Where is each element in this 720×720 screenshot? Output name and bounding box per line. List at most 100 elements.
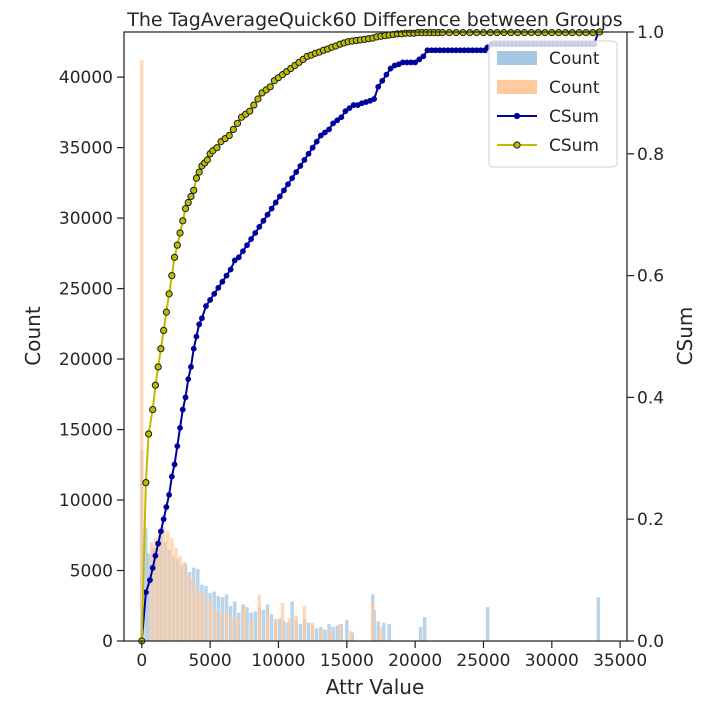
csum-point-2-3: [149, 405, 157, 414]
bar-2-6: [170, 538, 174, 641]
csum-point-1-13: [177, 424, 183, 431]
x-axis-label: Attr Value: [326, 675, 425, 699]
csum-point-1-57: [346, 105, 353, 112]
csum-point-2-36: [254, 95, 262, 103]
csum-point-1-4: [152, 552, 159, 559]
csum-point-1-19: [193, 333, 200, 340]
bar-1-37: [290, 601, 294, 641]
x-tick-label: 35000: [593, 651, 647, 671]
csum-point-1-2: [147, 577, 153, 583]
legend-swatch-marker: [513, 112, 521, 120]
bar-2-15: [208, 600, 212, 641]
bar-1-48: [335, 625, 339, 641]
csum-point-2-15: [181, 205, 190, 213]
csum-point-2-29: [225, 131, 233, 140]
csum-point-1-26: [219, 278, 226, 285]
y-left-tick-label: 35000: [59, 139, 113, 159]
csum-point-1-36: [260, 217, 267, 224]
plot-frame: [123, 31, 628, 642]
csum-point-2-5: [154, 363, 162, 371]
bar-2-11: [190, 580, 195, 641]
bar-1-2: [146, 553, 151, 641]
bar-2-24: [265, 612, 270, 641]
csum-point-1-55: [338, 114, 345, 121]
bar-2-25: [273, 618, 278, 641]
csum-point-1-65: [379, 77, 386, 84]
csum-point-2-6: [157, 345, 165, 353]
csum-point-1-9: [166, 491, 173, 498]
csum-point-2-34: [246, 107, 254, 115]
csum-point-1-7: [160, 516, 167, 523]
csum-point-1-12: [174, 443, 181, 450]
y-right-tick-label: 0.6: [637, 267, 664, 287]
legend-box: [488, 40, 618, 168]
csum-point-1-64: [375, 83, 382, 90]
y-left-tick-label: 10000: [59, 491, 113, 511]
y-left-tick-label: 25000: [59, 280, 113, 300]
y-left-tick-label: 15000: [59, 421, 113, 441]
csum-point-1-73: [412, 59, 419, 66]
csum-point-2-16: [184, 198, 192, 207]
bar-2-22: [249, 621, 253, 641]
csum-point-1-37: [264, 211, 271, 218]
csum-point-1-49: [313, 138, 320, 145]
bar-1-32: [269, 614, 274, 641]
bar-2-34: [349, 631, 353, 641]
csum-point-1-16: [185, 376, 192, 383]
bar-2-32: [328, 632, 333, 641]
bar-2-16: [213, 609, 218, 641]
bar-1-55: [381, 622, 386, 641]
legend-label: CSum: [549, 136, 599, 156]
bar-2-0: [140, 60, 144, 641]
legend-swatch-bar: [497, 80, 537, 94]
bar-2-2: [153, 538, 158, 641]
bar-2-30: [310, 622, 315, 641]
csum-point-1-15: [182, 394, 189, 401]
bar-2-26: [280, 602, 285, 641]
bar-2-23: [257, 594, 262, 641]
bar-2-17: [219, 612, 223, 641]
csum-point-2-13: [176, 229, 184, 237]
bar-2-5: [166, 531, 170, 641]
bar-2-13: [198, 591, 203, 641]
csum-point-1-31: [240, 248, 246, 255]
csum-point-1-44: [293, 169, 300, 175]
csum-point-1-23: [207, 297, 214, 303]
csum-point-1-46: [301, 156, 308, 163]
legend: Count Count CSum CSum: [488, 40, 618, 168]
chart-title: The TagAverageQuick60 Difference between…: [126, 9, 622, 31]
bar-1-34: [278, 618, 282, 641]
x-tick-label: 30000: [525, 651, 579, 671]
csum-point-2-20: [195, 168, 203, 176]
csum-point-1-63: [371, 96, 378, 102]
csum-point-1-10: [168, 473, 175, 480]
csum-point-1-17: [188, 364, 194, 370]
csum-point-1-66: [383, 71, 390, 78]
csum-point-1-38: [268, 205, 275, 212]
x-tick-label: 25000: [456, 651, 510, 671]
bar-1-54: [376, 621, 380, 641]
csum-point-2-17: [187, 192, 195, 201]
csum-point-1-39: [272, 199, 279, 206]
csum-point-2-4: [151, 381, 160, 389]
bar-2-3: [157, 531, 162, 641]
csum-point-2-10: [168, 272, 176, 280]
bar-2-29: [302, 605, 307, 641]
csum-point-1-52: [326, 126, 332, 133]
csum-point-1-75: [420, 53, 427, 60]
csum-point-1-29: [231, 257, 238, 264]
csum-point-2-9: [165, 290, 173, 298]
csum-point-2-18: [190, 186, 198, 194]
x-tick-label: 5000: [188, 651, 231, 671]
csum-point-1-56: [342, 108, 349, 115]
csum-point-1-8: [163, 504, 170, 510]
csum-point-1-3: [149, 565, 156, 571]
bar-1-1: [144, 528, 148, 641]
x-tick-label: 20000: [388, 651, 442, 671]
y-left-tick-label: 5000: [70, 562, 113, 582]
csum-point-1-33: [248, 236, 255, 242]
csum-point-2-8: [162, 308, 170, 316]
bar-2-28: [294, 615, 298, 642]
bar-1-45: [323, 629, 327, 641]
